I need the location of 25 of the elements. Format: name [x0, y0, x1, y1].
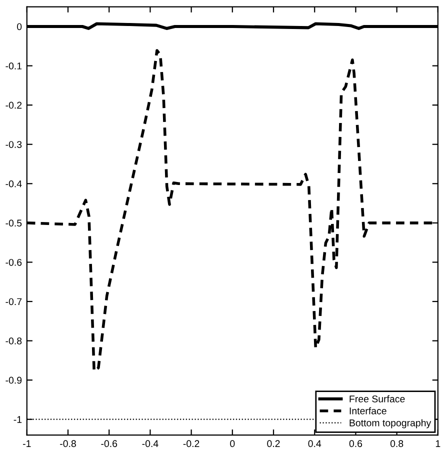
y-tick-label: -0.6 [6, 258, 22, 266]
x-tick-label: -0.8 [60, 440, 76, 448]
y-tick-label: -0.1 [6, 62, 22, 70]
y-tick-label: -0.4 [6, 180, 22, 188]
x-tick-label: 0 [230, 440, 235, 448]
x-tick-label: 1 [436, 440, 440, 447]
legend-label: Bottom topography [350, 419, 432, 428]
x-tick-label: -1 [23, 440, 31, 447]
x-tick-label: -0.4 [142, 440, 158, 448]
y-tick-label: -0.2 [6, 102, 22, 109]
x-tick-label: 0.8 [390, 440, 404, 448]
x-tick-label: 0.2 [267, 440, 280, 448]
y-tick-label: -0.3 [6, 141, 22, 148]
y-tick-label: -0.5 [6, 220, 22, 227]
y-tick-label: 0 [17, 23, 22, 30]
y-tick-label: -0.7 [6, 298, 22, 306]
y-tick-label: -0.9 [6, 376, 22, 384]
x-tick-label: 0.4 [308, 440, 322, 448]
x-tick-label: 0.6 [349, 440, 362, 448]
legend-label: Interface [350, 407, 386, 414]
y-tick-label: -1 [14, 416, 22, 423]
x-tick-label: -0.2 [183, 440, 200, 448]
legend-label: Free Surface [350, 395, 405, 402]
y-tick-label: -0.8 [6, 338, 22, 344]
x-tick-label: -0.6 [101, 440, 118, 448]
